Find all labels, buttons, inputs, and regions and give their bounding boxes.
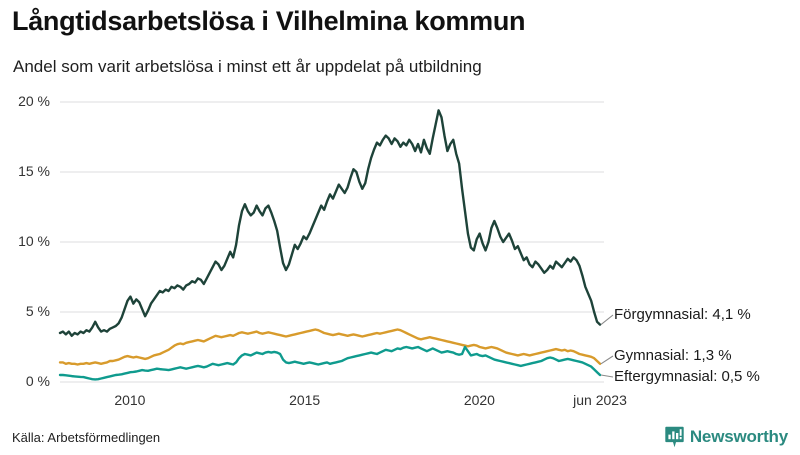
series-line-gymnasial <box>58 328 602 366</box>
series-connector-2 <box>600 374 614 378</box>
y-tick-label-3: 15 % <box>18 163 50 179</box>
y-tick-label-4: 20 % <box>18 93 50 109</box>
series-connector-1 <box>600 355 614 365</box>
page-title: Långtidsarbetslösa i Vilhelmina kommun <box>12 6 526 36</box>
series-label-gymnasial: Gymnasial: 1,3 % <box>614 347 732 364</box>
series-label-eftergymnasial: Eftergymnasial: 0,5 % <box>614 368 760 385</box>
series-line-förgymnasial <box>58 109 602 337</box>
source-note: Källa: Arbetsförmedlingen <box>12 430 161 445</box>
series-label-förgymnasial: Förgymnasial: 4,1 % <box>614 306 751 323</box>
x-tick-label-0: 2010 <box>114 392 146 408</box>
bar-chart-icon <box>665 426 684 448</box>
newsworthy-logo: Newsworthy <box>665 426 788 448</box>
y-tick-label-0: 0 % <box>25 373 50 389</box>
chart-subtitle: Andel som varit arbetslösa i minst ett å… <box>13 57 482 76</box>
x-tick-label-3: jun 2023 <box>573 392 627 408</box>
y-tick-label-1: 5 % <box>25 303 50 319</box>
series-connector-0 <box>600 314 614 326</box>
y-tick-label-2: 10 % <box>18 233 50 249</box>
series-line-eftergymnasial <box>58 345 602 381</box>
logo-text: Newsworthy <box>689 427 788 446</box>
x-tick-label-2: 2020 <box>463 392 495 408</box>
x-tick-label-1: 2015 <box>289 392 321 408</box>
